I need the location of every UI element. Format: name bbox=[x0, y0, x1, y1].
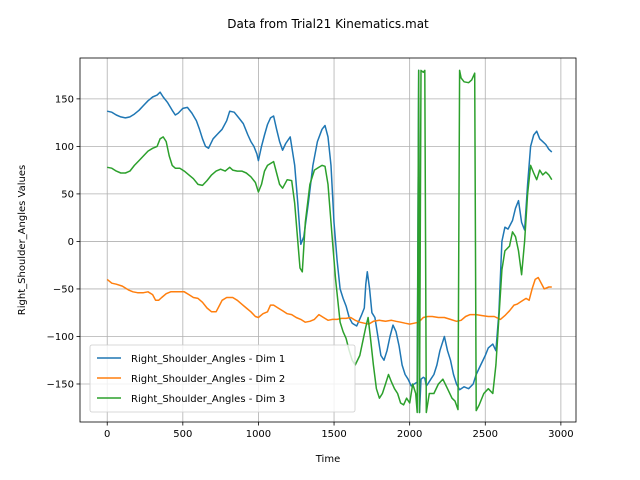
x-tick-label: 0 bbox=[104, 429, 110, 440]
x-tick-label: 3000 bbox=[548, 429, 573, 440]
series-line-2 bbox=[106, 276, 552, 325]
y-tick-label: −150 bbox=[47, 379, 74, 390]
y-tick-label: 0 bbox=[68, 237, 74, 248]
series-line-1 bbox=[107, 69, 553, 414]
y-tick-label: −100 bbox=[47, 332, 74, 343]
x-axis-label: Time bbox=[315, 454, 340, 465]
legend-label-3: Right_Shoulder_Angles - Dim 3 bbox=[131, 394, 285, 405]
y-tick-label: −50 bbox=[53, 284, 74, 295]
y-axis-label: Right_Shoulder_Angles Values bbox=[17, 165, 28, 315]
legend-label-1: Right_Shoulder_Angles - Dim 1 bbox=[131, 354, 285, 365]
legend-label-2: Right_Shoulder_Angles - Dim 2 bbox=[131, 374, 285, 385]
chart-title: Data from Trial21 Kinematics.mat bbox=[227, 17, 429, 31]
ticks: 0 500 1000 1500 2000 2500 3000 −150 −100 −50 0 50 10… bbox=[47, 94, 574, 440]
x-tick-label: 1500 bbox=[321, 429, 346, 440]
legend-box bbox=[89, 344, 356, 413]
axes-frame bbox=[79, 57, 577, 423]
y-tick-label: 150 bbox=[55, 94, 74, 105]
x-tick-label: 1000 bbox=[246, 429, 271, 440]
x-tick-label: 500 bbox=[173, 429, 192, 440]
y-tick-label: 100 bbox=[55, 142, 74, 153]
x-tick-label: 2000 bbox=[397, 429, 422, 440]
x-tick-label: 2500 bbox=[473, 429, 498, 440]
legend: Right_Shoulder_Angles - Dim 1 Right_Shoul… bbox=[89, 344, 356, 413]
y-tick-label: 50 bbox=[61, 189, 74, 200]
